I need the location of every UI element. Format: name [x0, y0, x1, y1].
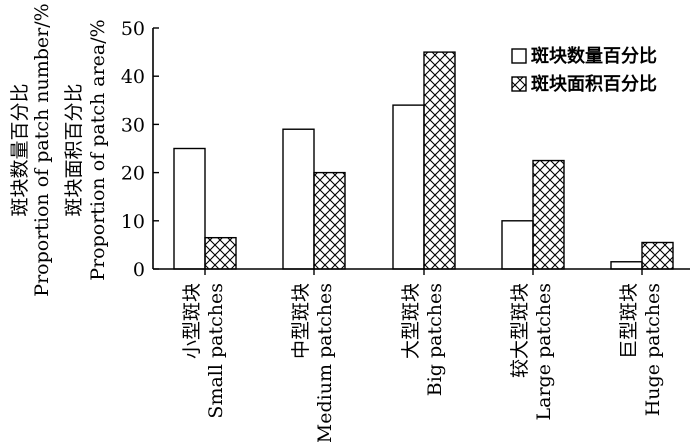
- bar-patch-number-1: [173, 147, 206, 270]
- category-label-zh: 中型斑块: [290, 283, 312, 359]
- bar-patch-area-4: [532, 159, 565, 270]
- bar-patch-area-2: [313, 171, 346, 270]
- category-label-zh: 巨型斑块: [618, 283, 640, 359]
- y-axis-title-line-1: 斑块数量百分比: [9, 83, 31, 216]
- category-label-zh: 较大型斑块: [509, 283, 531, 378]
- bar-patch-number-4: [501, 220, 534, 270]
- y-axis-title-line-3: 斑块面积百分比: [63, 83, 85, 216]
- legend: 斑块数量百分比 斑块面积百分比: [511, 45, 657, 95]
- legend-label-area: 斑块面积百分比: [531, 74, 657, 95]
- category-label-zh: 大型斑块: [400, 283, 422, 359]
- y-axis-titles: 斑块数量百分比 Proportion of patch number/% 斑块面…: [9, 3, 109, 296]
- legend-swatch-plain: [511, 48, 527, 64]
- category-label-en: Big patches: [424, 283, 446, 396]
- y-tick-label: 0: [133, 259, 145, 281]
- bar-patch-area-5: [641, 241, 674, 270]
- category-label-en: Huge patches: [642, 283, 664, 416]
- legend-swatch-crosshatch: [511, 76, 527, 92]
- category-label-en: Medium patches: [314, 283, 336, 442]
- y-tick-label: 50: [121, 18, 145, 40]
- x-axis-ticks: [204, 269, 643, 275]
- bar-patch-number-5: [610, 261, 643, 270]
- y-axis-title-line-4: Proportion of patch area/%: [87, 19, 109, 280]
- y-axis-title-line-2: Proportion of patch number/%: [31, 3, 53, 296]
- bar-patch-number-3: [392, 104, 425, 270]
- legend-label-number: 斑块数量百分比: [531, 45, 657, 67]
- category-label-en: Small patches: [205, 283, 227, 419]
- y-tick-label: 20: [121, 163, 145, 185]
- bar-patch-area-1: [204, 236, 237, 270]
- y-tick-label: 40: [121, 66, 145, 88]
- y-tick-label: 10: [121, 211, 145, 233]
- category-label-en: Large patches: [533, 283, 555, 420]
- y-axis-ticks: 0 10 20 30 40 50: [121, 18, 159, 281]
- bar-patch-area-3: [423, 51, 456, 270]
- category-labels: 小型斑块 Small patches 中型斑块 Medium patches 大型斑块 B…: [181, 283, 664, 442]
- category-label-zh: 小型斑块: [181, 283, 203, 359]
- bar-patch-number-2: [282, 128, 315, 270]
- y-tick-label: 30: [121, 114, 145, 136]
- bars: [173, 51, 674, 270]
